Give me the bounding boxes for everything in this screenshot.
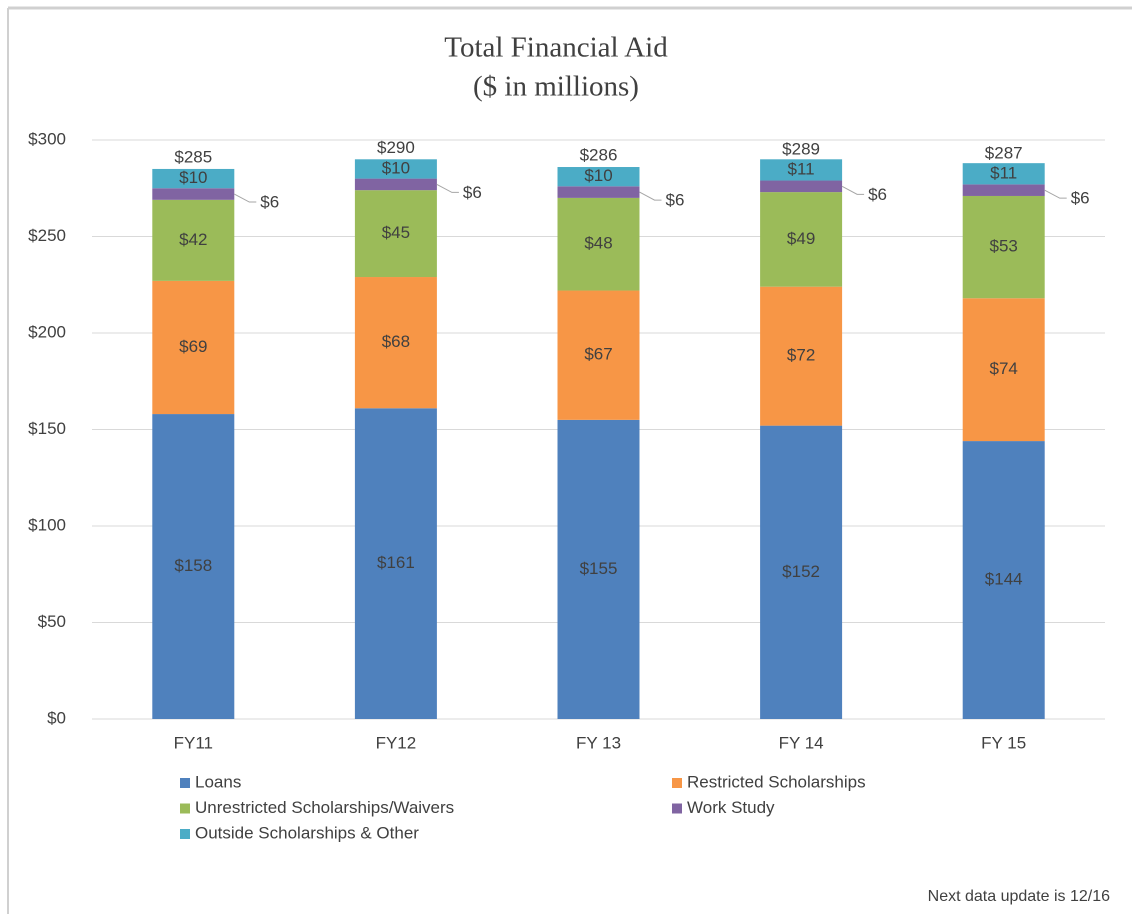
bar-segment	[557, 197, 640, 291]
bar-segment	[760, 192, 843, 287]
y-tick-label: $150	[28, 419, 66, 438]
leader-line	[1044, 189, 1067, 199]
data-label: $6	[463, 183, 482, 202]
bar-segment	[760, 159, 843, 181]
total-label: $289	[782, 140, 820, 159]
bar-segment	[962, 441, 1045, 719]
data-label: $72	[787, 346, 815, 365]
legend-label: Outside Scholarships & Other	[195, 823, 419, 842]
y-tick-label: $50	[38, 612, 66, 631]
legend-swatch	[672, 803, 682, 814]
bar-segment	[152, 188, 235, 200]
bar-segment	[760, 180, 843, 193]
data-label: $53	[990, 237, 1018, 256]
data-label: $48	[584, 234, 612, 253]
x-tick-label: FY 14	[779, 733, 824, 752]
data-label: $49	[787, 229, 815, 248]
bar-segment	[354, 159, 437, 179]
data-label: $152	[782, 562, 820, 581]
legend-swatch	[180, 829, 190, 839]
bar-segment	[152, 280, 235, 415]
data-label: $6	[1071, 189, 1090, 208]
legend-swatch	[180, 803, 190, 814]
leader-line	[234, 193, 257, 203]
data-label: $69	[179, 337, 207, 356]
bar-segment	[962, 163, 1045, 185]
bar-segment	[760, 425, 843, 719]
bar-segment	[760, 286, 843, 426]
bar-segment	[962, 184, 1045, 196]
data-label: $161	[377, 553, 415, 572]
data-label: $10	[179, 168, 207, 187]
bar-segment	[557, 290, 640, 420]
data-label: $10	[382, 158, 410, 177]
bar-segment	[152, 414, 235, 719]
bar-segment	[354, 178, 437, 191]
leader-line	[639, 191, 662, 201]
bar-segment	[557, 167, 640, 187]
y-tick-label: $100	[28, 515, 66, 534]
x-tick-label: FY11	[174, 733, 213, 752]
chart-subtitle: ($ in millions)	[473, 71, 639, 103]
total-label: $285	[174, 147, 212, 166]
bar-segment	[152, 199, 235, 281]
bar-segment	[557, 186, 640, 198]
legend-label: Loans	[195, 772, 241, 791]
data-label: $45	[382, 223, 410, 242]
legend-label: Unrestricted Scholarships/Waivers	[195, 798, 454, 817]
bar-segment	[354, 190, 437, 278]
data-label: $67	[584, 345, 612, 364]
y-tick-label: $200	[28, 322, 66, 341]
data-label: $144	[985, 570, 1023, 589]
legend-label: Restricted Scholarships	[687, 772, 866, 791]
total-label: $290	[377, 138, 415, 157]
data-label: $11	[990, 163, 1017, 182]
bar-segment	[354, 277, 437, 409]
y-tick-label: $300	[28, 129, 66, 148]
legend-swatch	[672, 778, 682, 788]
legend-label: Work Study	[687, 798, 775, 817]
data-label: $6	[666, 191, 685, 210]
data-label: $74	[990, 359, 1018, 378]
leader-line	[436, 183, 459, 193]
total-label: $287	[985, 144, 1023, 163]
data-label: $68	[382, 332, 410, 351]
y-tick-label: $0	[47, 708, 66, 727]
bar-segment	[152, 168, 235, 189]
bar-segment	[962, 195, 1045, 299]
x-tick-label: FY12	[376, 733, 417, 752]
bar-segment	[354, 408, 437, 719]
data-label: $10	[584, 166, 612, 185]
bar-segment	[962, 298, 1045, 442]
data-label: $11	[788, 159, 815, 178]
total-label: $286	[580, 146, 618, 165]
chart-title: Total Financial Aid	[444, 32, 668, 64]
data-label: $155	[580, 559, 618, 578]
data-label: $6	[260, 193, 279, 212]
x-tick-label: FY 15	[981, 733, 1026, 752]
leader-line	[841, 185, 865, 195]
legend-swatch	[180, 778, 190, 788]
x-tick-label: FY 13	[576, 733, 621, 752]
y-tick-label: $250	[28, 226, 66, 245]
data-label: $6	[868, 185, 887, 204]
footnote: Next data update is 12/16	[928, 888, 1110, 905]
bar-segment	[557, 419, 640, 719]
data-label: $158	[174, 556, 212, 575]
data-label: $42	[179, 230, 207, 249]
